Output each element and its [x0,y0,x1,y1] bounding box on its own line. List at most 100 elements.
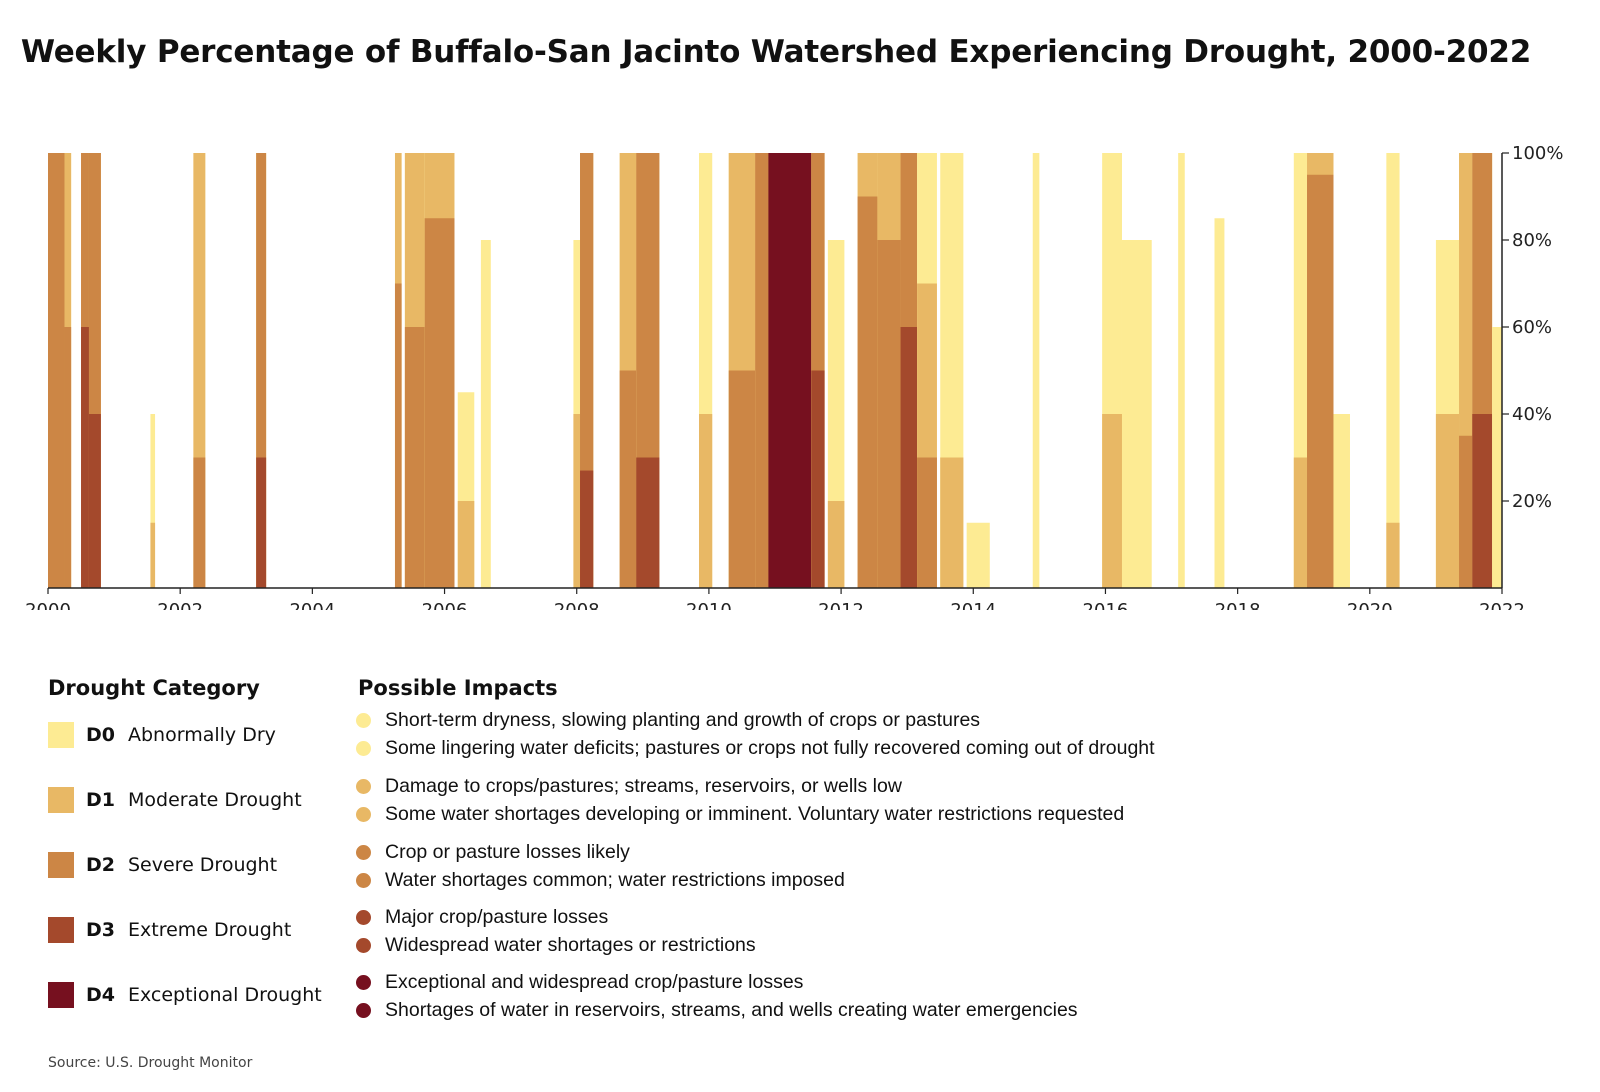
impact-text: Exceptional and widespread crop/pasture … [385,970,804,993]
d4-swatch [48,982,74,1008]
drought-band-d1-36 [1386,522,1400,588]
drought-bars [48,153,1502,588]
drought-band-d1-4 [150,522,156,588]
drought-band-d1-26 [940,457,964,588]
d2-dot [356,844,371,860]
x-tick-label: 2020 [1347,600,1393,610]
impact-item: Some water shortages developing or immin… [356,802,1124,826]
impact-text: Short-term dryness, slowing planting and… [385,708,981,731]
x-tick-label: 2000 [25,600,71,610]
drought-band-d1-37 [1435,414,1460,588]
drought-band-d2-17 [728,370,756,588]
drought-band-d0-30 [1121,240,1152,588]
impact-text: Some lingering water deficits; pastures … [385,736,1155,759]
d0-name: Abnormally Dry [128,724,276,746]
impact-text: Shortages of water in reservoirs, stream… [385,998,1078,1021]
d3-name: Extreme Drought [128,919,292,941]
drought-band-d2-1 [64,327,72,588]
impact-item: Crop or pasture losses likely [356,840,630,864]
drought-band-d0-40 [1492,327,1502,588]
legend-impacts-heading: Possible Impacts [358,676,558,700]
drought-band-d0-35 [1333,414,1350,588]
d1-dot [356,806,371,822]
impact-item: Damage to crops/pastures; streams, reser… [356,774,902,798]
drought-band-d0-28 [1032,153,1040,588]
x-tick-label: 2002 [157,600,203,610]
legend-item-d1: D1 Moderate Drought [48,786,302,814]
drought-band-d0-4 [150,414,156,588]
drought-band-d2-6 [256,153,267,588]
d4-dot [356,1002,371,1018]
d3-dot [356,937,371,953]
d1-name: Moderate Drought [128,789,302,811]
drought-band-d3-24 [900,327,918,588]
drought-band-d2-0 [48,153,65,588]
x-tick-label: 2010 [686,600,732,610]
impact-text: Water shortages common; water restrictio… [385,868,845,891]
drought-band-d3-3 [88,414,101,588]
drought-band-d0-27 [966,522,990,588]
drought-band-d2-22 [857,196,878,588]
impact-text: Major crop/pasture losses [385,905,609,928]
y-tick-label: 40% [1512,404,1552,425]
drought-band-d0-36 [1386,153,1400,588]
impact-item: Shortages of water in reservoirs, stream… [356,998,1078,1022]
d2-name: Severe Drought [128,854,278,876]
legend-category-heading: Drought Category [48,676,260,700]
impact-item: Widespread water shortages or restrictio… [356,933,756,957]
drought-band-d2-7 [394,283,402,588]
x-tick-label: 2022 [1479,600,1525,610]
d4-code: D4 [86,984,115,1006]
d0-dot [356,712,371,728]
d0-dot [356,740,371,756]
drought-band-d2-34 [1307,174,1334,588]
impact-text: Crop or pasture losses likely [385,840,630,863]
drought-band-d1-33 [1293,457,1308,588]
x-tick-label: 2014 [950,600,996,610]
drought-band-d2-25 [917,457,937,588]
drought-band-d3-20 [811,370,825,588]
d1-dot [356,778,371,794]
drought-band-d2-18 [755,153,769,588]
drought-band-d1-21 [827,501,845,588]
d2-code: D2 [86,854,115,876]
d0-swatch [48,722,74,748]
d4-dot [356,974,371,990]
x-tick-label: 2018 [1215,600,1261,610]
d0-code: D0 [86,724,115,746]
drought-band-d0-11 [480,240,491,588]
d3-dot [356,909,371,925]
d1-swatch [48,787,74,813]
d2-swatch [48,852,74,878]
impact-item: Exceptional and widespread crop/pasture … [356,970,803,994]
drought-band-d0-32 [1214,218,1225,588]
x-tick-label: 2016 [1083,600,1129,610]
d2-dot [356,872,371,888]
drought-band-d2-3 [88,153,101,588]
drought-band-d1-10 [457,501,475,588]
chart-axes: 2000 2002 2004 2006 2008 2010 2012 2014 2016 2018… [25,143,1563,610]
d3-code: D3 [86,919,115,941]
x-tick-label: 2006 [422,600,468,610]
y-tick-label: 60% [1512,317,1552,338]
source-note: Source: U.S. Drought Monitor [48,1055,253,1071]
impact-item: Some lingering water deficits; pastures … [356,736,1155,760]
drought-band-d1-29 [1102,414,1122,588]
drought-band-d3-2 [81,327,89,588]
drought-chart: 2000 2002 2004 2006 2008 2010 2012 2014 2016 2018… [25,143,1563,610]
drought-band-d1-12 [573,414,581,588]
drought-band-d4-19 [768,153,812,588]
drought-band-d2-9 [424,218,455,588]
drought-band-d2-8 [404,327,425,588]
x-tick-label: 2004 [289,600,335,610]
impact-item: Major crop/pasture losses [356,905,608,929]
legend-item-d4: D4 Exceptional Drought [48,981,322,1009]
chart-title: Weekly Percentage of Buffalo-San Jacinto… [20,34,1532,70]
d3-swatch [48,917,74,943]
impact-text: Damage to crops/pastures; streams, reser… [385,774,902,797]
drought-band-d2-38 [1459,435,1473,588]
drought-band-d0-31 [1178,153,1185,588]
drought-band-d1-5 [193,153,206,588]
impact-text: Some water shortages developing or immin… [385,802,1125,825]
drought-band-d3-6 [256,457,267,588]
